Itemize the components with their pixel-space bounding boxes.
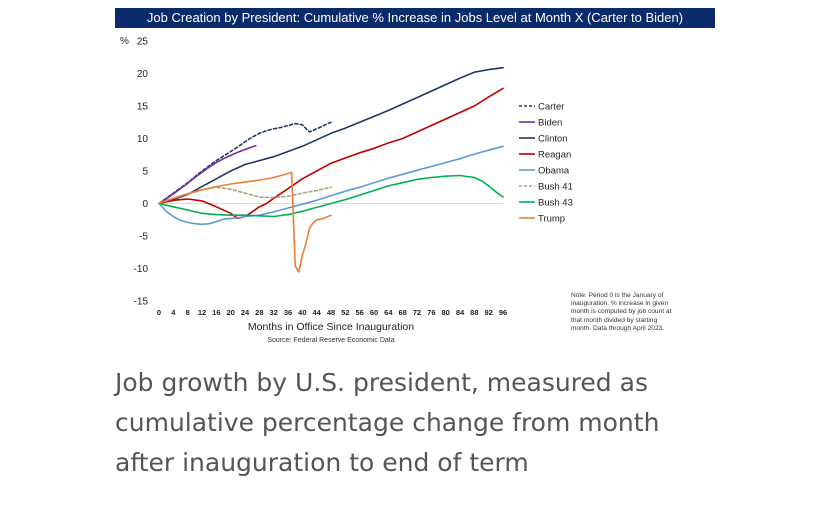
x-axis-label: Months in Office Since Inauguration <box>248 321 414 333</box>
x-tick-label: 24 <box>241 308 250 317</box>
legend-label: Bush 43 <box>538 198 573 209</box>
y-tick-label: -5 <box>139 232 148 243</box>
x-tick-label: 28 <box>255 308 263 317</box>
series-line-biden <box>158 144 257 205</box>
x-tick-label: 56 <box>355 308 363 317</box>
y-tick-label: 15 <box>137 102 149 113</box>
caption-line: after inauguration to end of term <box>115 448 529 477</box>
y-tick-label: 20 <box>137 69 149 80</box>
x-tick-label: 36 <box>284 308 292 317</box>
legend-label: Trump <box>538 214 565 225</box>
x-tick-label: 84 <box>456 308 465 317</box>
x-tick-label: 4 <box>171 308 176 317</box>
note-line: month. Data through April 2023. <box>571 324 665 332</box>
series-line-obama <box>158 145 504 226</box>
x-tick-label: 68 <box>398 308 406 317</box>
series-line-clinton <box>158 66 504 205</box>
x-tick-label: 52 <box>341 308 349 317</box>
chart-note: Note: Period 0 is the January of inaugur… <box>571 292 701 333</box>
note-line: inauguration. % increase in given <box>571 300 669 308</box>
x-tick-label: 92 <box>484 308 492 317</box>
x-tick-label: 88 <box>470 308 478 317</box>
legend-label: Reagan <box>538 150 571 161</box>
x-tick-label: 76 <box>427 308 435 317</box>
x-tick-label: 80 <box>441 308 449 317</box>
legend-label: Clinton <box>538 134 568 145</box>
series-line-trump <box>158 171 332 273</box>
y-tick-label: 0 <box>142 199 148 210</box>
x-tick-label: 0 <box>157 308 161 317</box>
y-tick-label: 10 <box>137 134 149 145</box>
x-tick-label: 64 <box>384 308 393 317</box>
legend-label: Bush 41 <box>538 182 573 193</box>
y-axis-unit-label: % <box>120 36 129 47</box>
y-tick-label: -10 <box>134 264 149 275</box>
x-tick-label: 12 <box>198 308 206 317</box>
figure-caption: Job growth by U.S. president, measured a… <box>115 363 715 483</box>
note-line: that month divided by starting <box>571 316 658 324</box>
y-tick-label: 25 <box>137 37 149 48</box>
chart-title: Job Creation by President: Cumulative % … <box>115 8 715 28</box>
x-tick-label: 72 <box>413 308 421 317</box>
source-label: Source: Federal Reserve Economic Data <box>267 337 394 344</box>
x-tick-label: 8 <box>186 308 190 317</box>
series-lines <box>158 66 504 273</box>
x-tick-label: 16 <box>212 308 220 317</box>
x-tick-label: 40 <box>298 308 306 317</box>
y-tick-label: -15 <box>134 297 149 308</box>
note-line: Note: Period 0 is the January of <box>571 292 664 299</box>
x-tick-label: 32 <box>269 308 277 317</box>
note-line: month is computed by job count at <box>571 308 672 316</box>
legend-label: Carter <box>538 102 564 113</box>
series-line-reagan <box>158 87 504 220</box>
series-line-bush-43 <box>158 174 504 218</box>
x-tick-label: 60 <box>370 308 378 317</box>
x-tick-label: 20 <box>226 308 234 317</box>
legend: Carter Biden Clinton Reagan Obama Bush 41 Bush… <box>519 102 573 225</box>
caption-line: Job growth by U.S. president, measured a… <box>115 368 648 397</box>
caption-line: cumulative percentage change from month <box>115 408 660 437</box>
x-tick-label: 96 <box>499 308 507 317</box>
x-tick-label: 44 <box>312 308 321 317</box>
x-tick-label: 48 <box>327 308 335 317</box>
series-line-carter <box>158 121 332 205</box>
legend-label: Biden <box>538 118 562 129</box>
y-tick-label: 5 <box>142 167 148 178</box>
legend-label: Obama <box>538 166 570 177</box>
